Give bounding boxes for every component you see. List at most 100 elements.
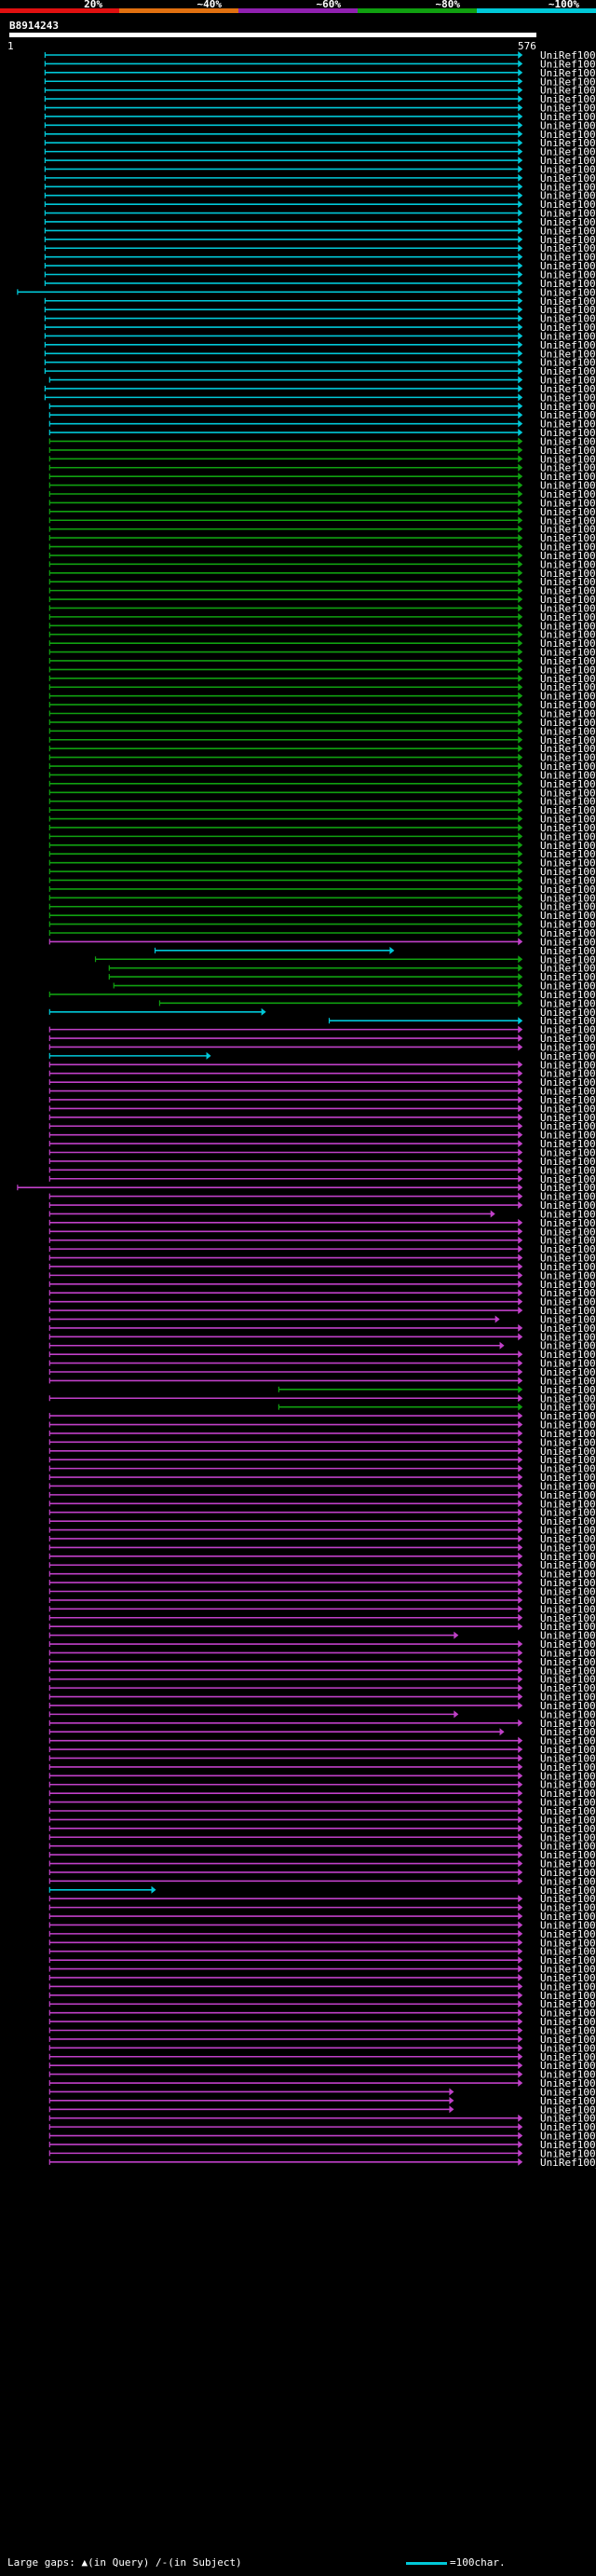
hit-row: UniRef100_B5DHO6 <box>48 1638 596 1651</box>
hit-label: UniRef100_UPI000... <box>540 2113 596 2125</box>
hit-row: UniRef100_C1FF59 <box>48 2095 596 2107</box>
hit-row: UniRef100_B9GYY9 <box>48 840 596 852</box>
hit-row: UniRef100_A5BE54 <box>44 242 596 254</box>
hit-end-arrow <box>518 2079 523 2088</box>
hit-label: UniRef100_Q2KKP2 <box>540 1130 596 1142</box>
hit-end-arrow <box>518 701 523 709</box>
hit-end-arrow <box>518 463 523 472</box>
hit-end-arrow <box>518 1780 523 1788</box>
hit-end-arrow <box>518 1824 523 1832</box>
hit-end-arrow <box>518 1596 523 1604</box>
hit-label: UniRef100_B5DHV7 <box>540 1744 596 1756</box>
hit-row: UniRef100_A5B835 <box>44 278 596 290</box>
hit-row: UniRef100_B1GS99 <box>48 1436 596 1448</box>
gaps-label: Large gaps: <box>7 2556 75 2569</box>
hit-end-arrow <box>518 473 523 481</box>
hit-end-arrow <box>518 1043 523 1051</box>
hit-label: UniRef100_Q60930 <box>540 2042 596 2054</box>
hit-row: UniRef100_Q29380 <box>48 2121 596 2133</box>
hit-end-arrow <box>518 1104 523 1113</box>
hit-label: UniRef100_Q0JJV1 <box>540 620 596 632</box>
hit-end-arrow <box>518 1956 523 1965</box>
hit-label: UniRef100_UPI000... <box>540 1402 596 1414</box>
hit-end-arrow <box>518 1025 523 1034</box>
hit-label: UniRef100_B9RUM9 <box>540 295 596 308</box>
hit-row: UniRef100_C5X1H4 <box>48 541 596 554</box>
hit-row: UniRef100_Q2V610 <box>44 322 596 334</box>
hit-row: UniRef100_Q42292 <box>48 1007 596 1019</box>
hit-row: UniRef100_P82013 <box>48 1621 596 1633</box>
hit-label: UniRef100_Q7ZV39 <box>540 1296 596 1309</box>
hit-end-arrow <box>518 419 523 428</box>
hit-end-arrow <box>518 2131 523 2140</box>
hit-row: UniRef100_Q21752 <box>48 1630 596 1642</box>
hit-label: UniRef100_Q6H7E6 <box>540 787 596 799</box>
hit-row: UniRef100_B7FJH6 <box>48 1094 596 1106</box>
hit-end-arrow <box>518 797 523 805</box>
hit-row: UniRef100_C5YHN6 <box>44 252 596 264</box>
hit-label: UniRef100_B5XVV1 <box>540 1463 596 1475</box>
hit-row: UniRef100_C4WRJ0 <box>48 2025 596 2037</box>
hit-row: UniRef100_Q9SPD9 <box>48 418 596 431</box>
hit-label: UniRef100_Q947L6 <box>540 945 596 957</box>
hit-row: UniRef100_UPI000... <box>48 1858 596 1870</box>
hit-label: UniRef100_Q2V610 <box>540 322 596 334</box>
hit-row: UniRef100_C5WTT2 <box>48 734 596 747</box>
hit-label: UniRef100_Q3LVQ9 <box>540 1050 596 1062</box>
hit-label: UniRef100_A9TT02 <box>540 471 596 483</box>
hit-label: UniRef100_Q1AC94 <box>540 1340 596 1352</box>
hit-end-arrow <box>518 1973 523 1981</box>
hit-label: UniRef100_A9PD04 <box>540 85 596 97</box>
hit-row: UniRef100_UPI000... <box>48 1770 596 1782</box>
hit-end-arrow <box>518 270 523 279</box>
hit-row: UniRef100_UPI000... <box>48 1419 596 1432</box>
hit-label: UniRef100_B9HQN6 <box>540 717 596 729</box>
hit-label: UniRef100_P82013 <box>540 1621 596 1633</box>
hit-label: UniRef100_Q4LHL1 <box>540 1525 596 1537</box>
hit-label: UniRef100_B7FKG9 <box>540 435 596 447</box>
hit-label: UniRef100_B3M522 <box>540 1147 596 1159</box>
hit-end-arrow <box>518 445 523 454</box>
hit-row: UniRef100_B6T1E3 <box>48 814 596 826</box>
hit-row: UniRef100_B5DGV0 <box>48 1586 596 1598</box>
hit-row: UniRef100_C1BUM5 <box>48 1928 596 1940</box>
hit-row: UniRef100_B4FH98 <box>48 524 596 536</box>
hit-row: UniRef100_Q6PFN8 <box>48 1313 596 1325</box>
hit-row: UniRef100_B5X2M6 <box>48 1551 596 1563</box>
hit-label: UniRef100_Q9M3W6 <box>540 1076 596 1089</box>
hit-row: UniRef100_Q9SRM5 <box>44 339 596 351</box>
hit-label: UniRef100_Q4SL59 <box>540 1375 596 1387</box>
hit-row: UniRef100_Q6S739 <box>44 383 596 395</box>
hit-row: UniRef100_B6SU57 <box>48 901 596 913</box>
hit-label: UniRef100_UPI000... <box>540 2016 596 2028</box>
query-end-label: 576 <box>518 40 536 52</box>
hit-end-arrow <box>518 1657 523 1665</box>
hit-row: UniRef100_B5X4P9 <box>48 1569 596 1581</box>
hit-end-arrow <box>518 1701 523 1709</box>
hit-end-arrow <box>518 578 523 586</box>
legend-label: ~60% <box>317 0 342 10</box>
hit-label: UniRef100_Q6TGL0 <box>540 58 596 70</box>
hit-end-arrow <box>518 902 523 911</box>
hit-label: UniRef100_B9R705 <box>540 910 596 922</box>
hit-end-arrow <box>518 130 523 138</box>
hit-row: UniRef100_C4R1Z2 <box>48 1700 596 1712</box>
hit-end-arrow <box>518 586 523 595</box>
hit-end-arrow <box>518 1675 523 1683</box>
hit-end-arrow <box>518 1947 523 1955</box>
hit-label: UniRef100_C1BUM5 <box>540 1928 596 1940</box>
hit-row: UniRef100_A5CH22 <box>44 172 596 185</box>
hit-end-arrow <box>518 1921 523 1929</box>
hit-label: UniRef100_UPI000... <box>540 2086 596 2098</box>
hit-row: UniRef100_B9RUM9 <box>44 295 596 308</box>
hit-end-arrow <box>449 2096 454 2104</box>
hit-label: UniRef100_P45880-1 <box>540 1831 596 1843</box>
hit-row: UniRef100_UPI000... <box>48 1331 596 1343</box>
hit-end-arrow <box>518 920 523 928</box>
hit-label: UniRef100_UPI000... <box>540 1331 596 1343</box>
hit-row: UniRef100_UPI000... <box>48 1692 596 1704</box>
hit-end-arrow <box>518 1500 523 1508</box>
hit-label: UniRef100_B9EZS2 <box>540 602 596 614</box>
hit-label: UniRef100_C3YL56 <box>540 1261 596 1273</box>
legend-swatch <box>477 8 596 13</box>
